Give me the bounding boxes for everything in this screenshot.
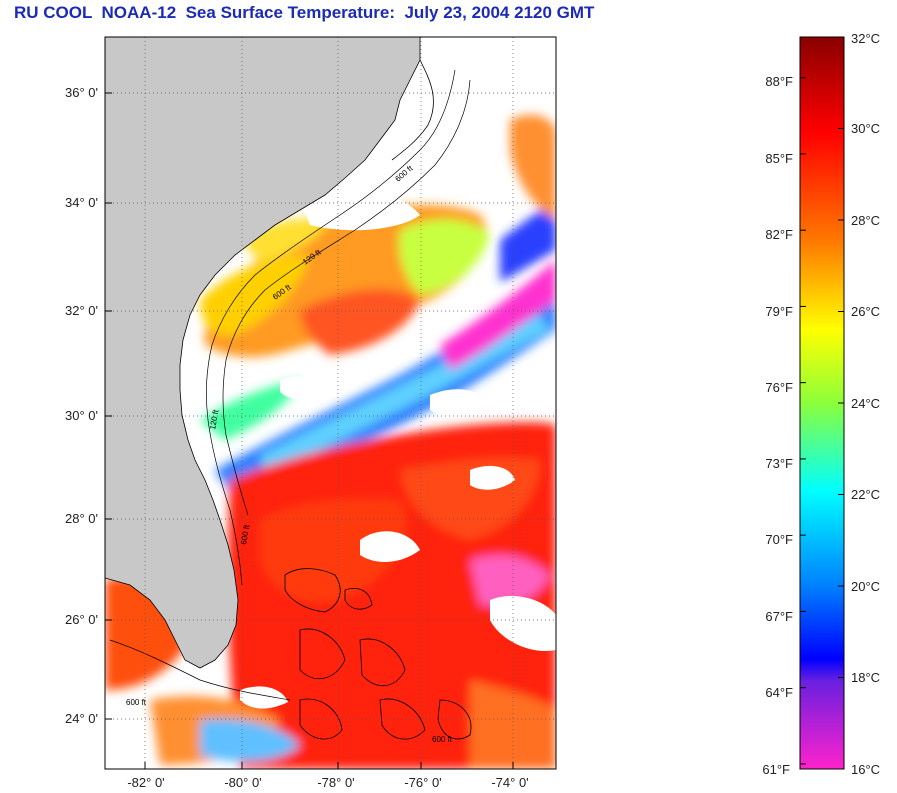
cb-fahrenheit-64: 64°F [765, 685, 793, 700]
isobath-contours [109, 69, 471, 701]
lat-label-28: 28° 0' [65, 511, 98, 526]
cb-celsius-22: 22°C [851, 487, 880, 502]
cb-celsius-20: 20°C [851, 579, 880, 594]
lon-label-78: -78° 0' [317, 775, 354, 790]
isobath-label-120ft-b: 120 ft [208, 408, 220, 430]
colorbar-ticks [800, 36, 844, 770]
map-panel: 120 ft 600 ft 600 ft 600 ft 600 ft 120 f… [65, 36, 557, 790]
lon-label-80: -80° 0' [224, 775, 261, 790]
lat-label-30: 30° 0' [65, 408, 98, 423]
cb-fahrenheit-85: 85°F [765, 151, 793, 166]
map-frame [104, 36, 557, 770]
page-title: RU COOL NOAA-12 Sea Surface Temperature:… [14, 3, 595, 22]
lon-label-82: -82° 0' [127, 775, 164, 790]
isobath-label-600ft-c: 600 ft [239, 523, 251, 545]
lat-label-34: 34° 0' [65, 195, 98, 210]
cb-fahrenheit-82: 82°F [765, 227, 793, 242]
cb-fahrenheit-73: 73°F [765, 456, 793, 471]
colorbar: 32°C 30°C 28°C 26°C 24°C 22°C 20°C 18°C … [762, 31, 880, 777]
lon-label-76: -76° 0' [404, 775, 441, 790]
cb-celsius-30: 30°C [851, 121, 880, 136]
cloud-cover [240, 189, 556, 709]
lat-label-24: 24° 0' [65, 711, 98, 726]
outer-banks [391, 59, 434, 161]
cb-celsius-32: 32°C [851, 31, 880, 46]
cb-fahrenheit-61: 61°F [762, 762, 790, 777]
isobath-label-600ft-e: 600 ft [432, 735, 453, 744]
bahamas-islands [284, 568, 472, 740]
lat-label-32: 32° 0' [65, 303, 98, 318]
cb-celsius-18: 18°C [851, 670, 880, 685]
colorbar-gradient [799, 36, 845, 770]
axis-ticks [105, 92, 514, 769]
isobath-label-600ft-d: 600 ft [126, 698, 147, 707]
cb-celsius-16: 16°C [851, 762, 880, 777]
cb-fahrenheit-70: 70°F [765, 532, 793, 547]
cb-celsius-28: 28°C [851, 213, 880, 228]
land-mass-us [105, 37, 421, 669]
lon-label-74: -74° 0' [491, 775, 528, 790]
cb-fahrenheit-79: 79°F [765, 304, 793, 319]
lat-label-26: 26° 0' [65, 612, 98, 627]
lat-label-36: 36° 0' [65, 85, 98, 100]
cb-fahrenheit-67: 67°F [765, 609, 793, 624]
cb-celsius-24: 24°C [851, 396, 880, 411]
cb-celsius-26: 26°C [851, 304, 880, 319]
sst-data-field [105, 114, 556, 769]
cb-fahrenheit-76: 76°F [765, 380, 793, 395]
cb-fahrenheit-88: 88°F [765, 74, 793, 89]
